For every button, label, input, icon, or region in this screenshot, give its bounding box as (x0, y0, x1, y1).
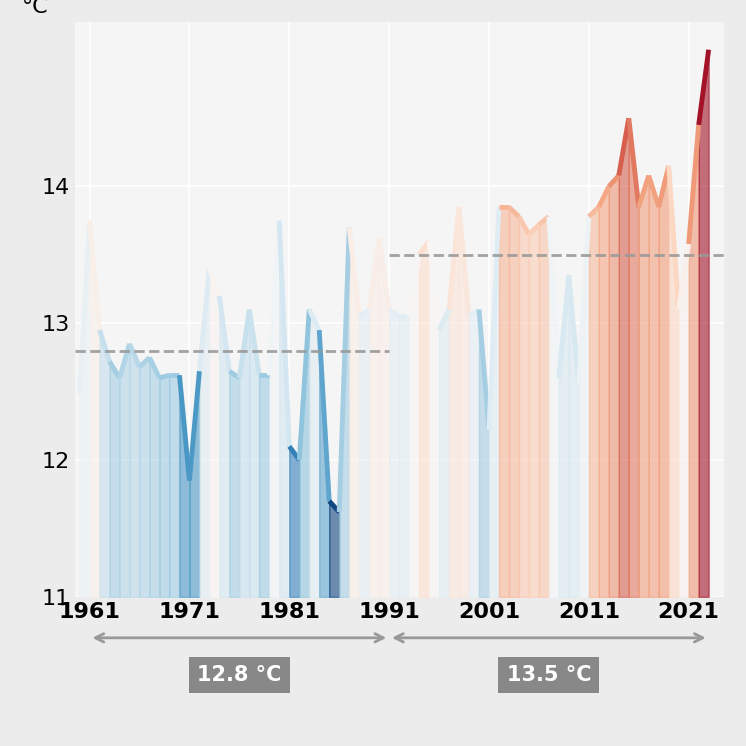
Text: 12.8 °C: 12.8 °C (197, 665, 281, 685)
Y-axis label: °C: °C (22, 0, 49, 16)
Text: 13.5 °C: 13.5 °C (507, 665, 591, 685)
